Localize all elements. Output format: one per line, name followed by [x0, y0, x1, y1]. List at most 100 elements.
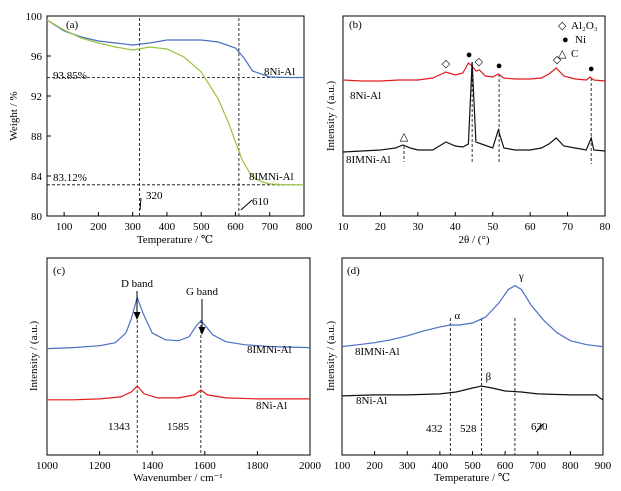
- panel-c-xtick-label: 1600: [194, 460, 217, 472]
- panel-d-series-8ni-al: [341, 385, 604, 401]
- panel-b: ◇●◇ ● ◇●△ 10 20 30 40 50 60 70 80 (b) 2θ / (°) In…: [325, 15, 611, 246]
- panel-a-ytick-label: 88: [31, 131, 43, 143]
- panel-a-xtick-label: 200: [90, 221, 107, 233]
- panel-a-guides: [47, 18, 304, 216]
- panel-b-peak-marker: ◇: [475, 56, 484, 68]
- panel-c-arrowhead-g-band: [198, 327, 206, 335]
- panel-b-ticks: 10 20 30 40 50 60 70 80: [338, 212, 611, 233]
- panel-a-frame: [46, 15, 305, 217]
- panel-d-letter: (d): [347, 265, 360, 277]
- legend-symbol-ni: ●: [562, 34, 569, 46]
- panel-b-peak-marker: ●: [466, 49, 473, 61]
- panel-d-vline-label-630: 630: [531, 421, 548, 433]
- panel-b-ylabel: Intensity / (a.u.): [325, 81, 337, 152]
- panel-a-series: [46, 19, 304, 186]
- panel-a-letter: (a): [66, 19, 79, 31]
- panel-c-xlabel: Wavenumber / cm⁻¹: [133, 472, 222, 484]
- panel-c-band-label-d: D band: [121, 278, 154, 290]
- panel-d-xtick-label: 100: [334, 460, 351, 472]
- panel-b-xtick-label: 10: [338, 221, 350, 233]
- panel-a-series-8ni-al: [46, 19, 304, 79]
- panel-d-series-8imni-al: [341, 284, 604, 348]
- panel-c-frame: [46, 257, 311, 456]
- panel-d-xtick-label: 300: [399, 460, 416, 472]
- panel-d-xtick-label: 400: [432, 460, 449, 472]
- panel-b-series-label-8ni: 8Ni-Al: [350, 90, 381, 102]
- panel-b-xtick-label: 30: [412, 221, 424, 233]
- panel-d-xtick-label: 200: [366, 460, 383, 472]
- panel-a-vline-label-610: 610: [252, 196, 269, 208]
- panel-b-peak-marker: ●: [496, 60, 503, 72]
- panel-d-guides: [449, 318, 516, 455]
- panel-a-ytick-label: 100: [26, 11, 43, 23]
- panel-a-ytick-label: 96: [31, 51, 43, 63]
- panel-b-xtick-label: 60: [525, 221, 537, 233]
- panel-c-series-8ni-al: [47, 385, 310, 401]
- legend-symbol-al2o3: ◇: [558, 20, 567, 32]
- panel-b-guides: [403, 64, 592, 164]
- legend-label-al2o3: Al₂O₃: [571, 20, 598, 32]
- panel-c-ylabel: Intensity / (a.u.): [28, 321, 40, 392]
- panel-a-xtick-label: 700: [261, 221, 278, 233]
- panel-b-xtick-label: 20: [375, 221, 387, 233]
- panel-d-series-label-8imni: 8IMNi-Al: [355, 346, 400, 358]
- panel-b-peak-marker: △: [400, 131, 409, 143]
- panel-c: 1000 1200 1400 1600 1800 2000 (c) Wavenumber …: [28, 257, 322, 484]
- panel-b-peak-markers: ◇●◇ ● ◇●△: [400, 49, 595, 143]
- legend-symbol-c: △: [558, 48, 567, 60]
- panel-c-band-label-g: G band: [186, 286, 219, 298]
- panel-c-arrowhead-d-band: [133, 312, 141, 320]
- panel-b-series-8ni-al: [342, 62, 606, 82]
- panel-b-legend: ◇ Al₂O₃ ● Ni △ C: [558, 20, 598, 60]
- panel-c-series-label-8ni: 8Ni-Al: [256, 400, 287, 412]
- panel-a-ytick-label: 84: [31, 171, 43, 183]
- panel-c-xtick-label: 2000: [299, 460, 322, 472]
- panel-c-xtick-label: 1200: [89, 460, 112, 472]
- panel-d-series-label-8ni: 8Ni-Al: [356, 395, 387, 407]
- panel-a-xtick-label: 100: [56, 221, 73, 233]
- panel-a-vline-label-320: 320: [146, 190, 163, 202]
- panel-c-series: [46, 295, 311, 401]
- panel-a-hline-label-2: 83.12%: [53, 172, 87, 184]
- panel-d-xtick-label: 700: [530, 460, 547, 472]
- panel-c-ticks: 1000 1200 1400 1600 1800 2000: [36, 451, 322, 472]
- panel-a-ytick-label: 80: [31, 211, 43, 223]
- panel-c-series-label-8imni: 8IMNi-Al: [247, 344, 292, 356]
- panel-d: α β γ 100 200 300 400 500 600 700 800 900 (d) Temp…: [325, 257, 612, 484]
- panel-a-ticks: 100 200 300 400 500 600 700 800 80 84 88 92 96 100: [26, 11, 313, 233]
- panel-c-xtick-label: 1400: [141, 460, 164, 472]
- panel-d-arrow-630: [535, 423, 544, 433]
- legend-label-c: C: [571, 48, 578, 60]
- panel-c-letter: (c): [53, 265, 66, 277]
- panel-a-hline-label-1: 93.85%: [53, 70, 87, 82]
- panel-b-xtick-label: 50: [487, 221, 499, 233]
- panel-a-series-label-8ni: 8Ni-Al: [264, 66, 295, 78]
- panel-a-xtick-label: 400: [159, 221, 176, 233]
- panel-b-frame: [342, 15, 606, 217]
- panel-a-ylabel: Weight / %: [8, 91, 20, 140]
- panel-b-series-8imni-al: [342, 61, 606, 153]
- panel-c-vline-label-1343: 1343: [108, 421, 131, 433]
- panel-d-vline-label-432: 432: [426, 423, 443, 435]
- panel-b-letter: (b): [349, 19, 362, 31]
- panel-c-vline-label-1585: 1585: [167, 421, 190, 433]
- panel-d-vline-label-528: 528: [460, 423, 477, 435]
- panel-d-peak-label: α: [454, 310, 460, 322]
- panel-d-xtick-label: 800: [562, 460, 579, 472]
- panel-d-xtick-label: 500: [464, 460, 481, 472]
- panel-b-xtick-label: 70: [562, 221, 574, 233]
- panel-c-xtick-label: 1800: [246, 460, 269, 472]
- legend-label-ni: Ni: [575, 34, 586, 46]
- panel-d-peak-label: β: [486, 371, 492, 383]
- panel-a-xtick-label: 600: [227, 221, 244, 233]
- panel-b-series: [342, 61, 606, 153]
- panel-b-peak-marker: ●: [588, 63, 595, 75]
- panel-b-xtick-label: 40: [450, 221, 462, 233]
- panel-b-xlabel: 2θ / (°): [458, 234, 489, 246]
- panel-b-peak-marker: ◇: [442, 58, 451, 70]
- panel-a: 100 200 300 400 500 600 700 800 80 84 88 92 96 100 (a…: [8, 11, 313, 246]
- panel-d-xlabel: Temperature / ℃: [434, 472, 510, 484]
- panel-d-series: α β γ: [341, 271, 604, 401]
- panel-d-xtick-label: 900: [595, 460, 612, 472]
